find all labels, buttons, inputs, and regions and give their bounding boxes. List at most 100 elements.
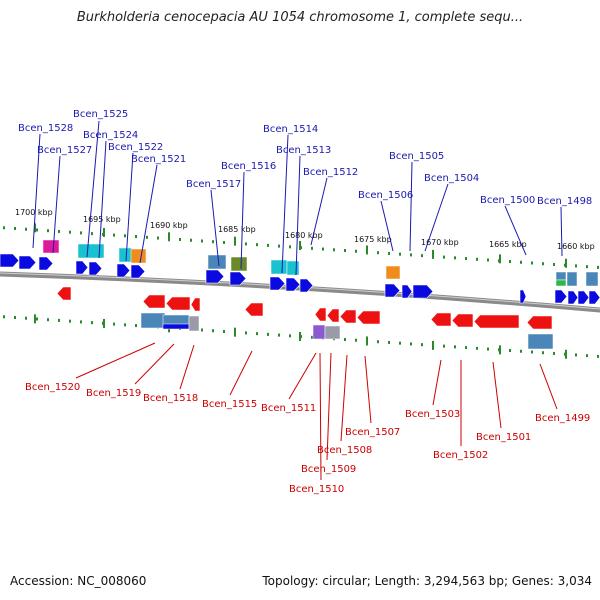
reverse-gene-labels: Bcen_1520 Bcen_1519 Bcen_1518 Bcen_1515 Bcen… <box>25 382 590 495</box>
upper-scale-ticks <box>3 223 599 269</box>
reverse-gene-arrow <box>526 315 553 330</box>
accession-text: Accession: NC_008060 <box>10 574 147 588</box>
page-title: Burkholderia cenocepacia AU 1054 chromos… <box>76 10 524 25</box>
forward-gene-label: Bcen_1521 <box>131 154 186 165</box>
forward-gene-arrow <box>205 269 225 284</box>
scale-tick <box>476 257 478 261</box>
feature-box <box>162 314 190 326</box>
reverse-gene-label: Bcen_1509 <box>301 464 356 475</box>
forward-gene-arrow <box>299 278 314 293</box>
feature-box <box>324 325 341 340</box>
feature-box <box>77 243 105 259</box>
scale-tick <box>36 228 38 232</box>
scale-tick <box>14 227 16 231</box>
scale-tick <box>80 320 82 324</box>
forward-gene-arrow <box>88 261 103 276</box>
scale-tick <box>355 249 357 253</box>
scale-tick <box>520 349 522 353</box>
scale-tick <box>410 253 412 257</box>
reverse-gene-arrow <box>142 294 166 309</box>
scale-tick <box>531 261 533 265</box>
scale-tick <box>124 234 126 238</box>
scale-tick <box>454 256 456 260</box>
feature-box <box>555 279 567 287</box>
scale-major-tick <box>432 249 434 259</box>
scale-tick <box>289 334 291 338</box>
reverse-leader-line <box>134 343 175 385</box>
reverse-gene-arrow <box>473 314 520 329</box>
forward-gene-label: Bcen_1524 <box>83 130 138 141</box>
forward-gene-label: Bcen_1500 <box>480 195 535 206</box>
forward-leader-line <box>139 164 158 264</box>
forward-gene-label: Bcen_1517 <box>186 179 241 190</box>
kbp-label: 1660 kbp <box>557 242 595 251</box>
forward-gene-arrow <box>567 290 579 305</box>
forward-gene-label: Bcen_1505 <box>389 151 444 162</box>
scale-tick <box>289 245 291 249</box>
scale-tick <box>520 260 522 264</box>
scale-major-tick <box>299 332 301 342</box>
feature-box <box>162 323 190 330</box>
forward-gene-arrow <box>588 290 600 305</box>
reverse-leader-line <box>179 344 195 390</box>
forward-gene-arrow <box>577 290 590 305</box>
scale-tick <box>311 246 313 250</box>
kbp-label: 1685 kbp <box>218 225 256 234</box>
forward-gene-arrow <box>75 260 89 275</box>
scale-major-tick <box>366 245 368 255</box>
scale-tick <box>465 257 467 261</box>
scale-tick <box>135 324 137 328</box>
scale-tick <box>509 349 511 353</box>
scale-major-tick <box>499 254 501 264</box>
scale-major-tick <box>299 241 301 251</box>
forward-gene-arrows <box>0 253 600 305</box>
kbp-label: 1670 kbp <box>421 238 459 247</box>
scale-tick <box>58 318 60 322</box>
scale-tick <box>509 260 511 264</box>
reverse-gene-arrow <box>190 297 201 312</box>
forward-gene-label: Bcen_1528 <box>18 123 73 134</box>
forward-leader-line <box>240 171 245 270</box>
forward-leader-line <box>504 205 527 256</box>
forward-gene-arrow <box>38 256 54 271</box>
kbp-label: 1680 kbp <box>285 231 323 240</box>
reverse-leader-line <box>432 359 442 406</box>
scale-tick <box>542 351 544 355</box>
forward-leader-line <box>310 177 328 246</box>
scale-tick <box>212 329 214 333</box>
reverse-leader-line <box>326 352 332 461</box>
scale-tick <box>157 236 159 240</box>
scale-tick <box>201 239 203 243</box>
reverse-leader-line <box>319 352 322 481</box>
scale-major-tick <box>565 258 567 268</box>
scale-tick <box>586 265 588 269</box>
forward-gene-label: Bcen_1513 <box>276 145 331 156</box>
forward-leader-line <box>424 183 449 252</box>
scale-tick <box>91 232 93 236</box>
kbp-label: 1695 kbp <box>83 215 121 224</box>
forward-leader-line <box>380 200 394 252</box>
scale-tick <box>377 340 379 344</box>
scale-tick <box>322 247 324 251</box>
scale-tick <box>553 351 555 355</box>
scale-tick <box>278 333 280 337</box>
kbp-label: 1690 kbp <box>150 221 188 230</box>
forward-gene-arrow <box>401 284 413 299</box>
scale-tick <box>135 235 137 239</box>
kbp-label: 1700 kbp <box>15 208 53 217</box>
scale-tick <box>443 344 445 348</box>
forward-gene-labels: Bcen_1528Bcen_1527Bcen_1525Bcen_1524Bcen… <box>18 109 592 207</box>
forward-gene-arrow <box>554 289 568 304</box>
scale-tick <box>278 244 280 248</box>
reverse-gene-label: Bcen_1511 <box>261 403 316 414</box>
reverse-gene-label: Bcen_1503 <box>405 409 460 420</box>
scale-tick <box>333 248 335 252</box>
scale-tick <box>47 229 49 233</box>
forward-leader-line <box>52 155 61 254</box>
reverse-gene-arrow <box>56 286 72 301</box>
reverse-gene-label: Bcen_1499 <box>535 413 590 424</box>
reverse-gene-arrow <box>430 312 452 327</box>
scale-tick <box>410 342 412 346</box>
reverse-gene-arrow <box>451 313 474 328</box>
